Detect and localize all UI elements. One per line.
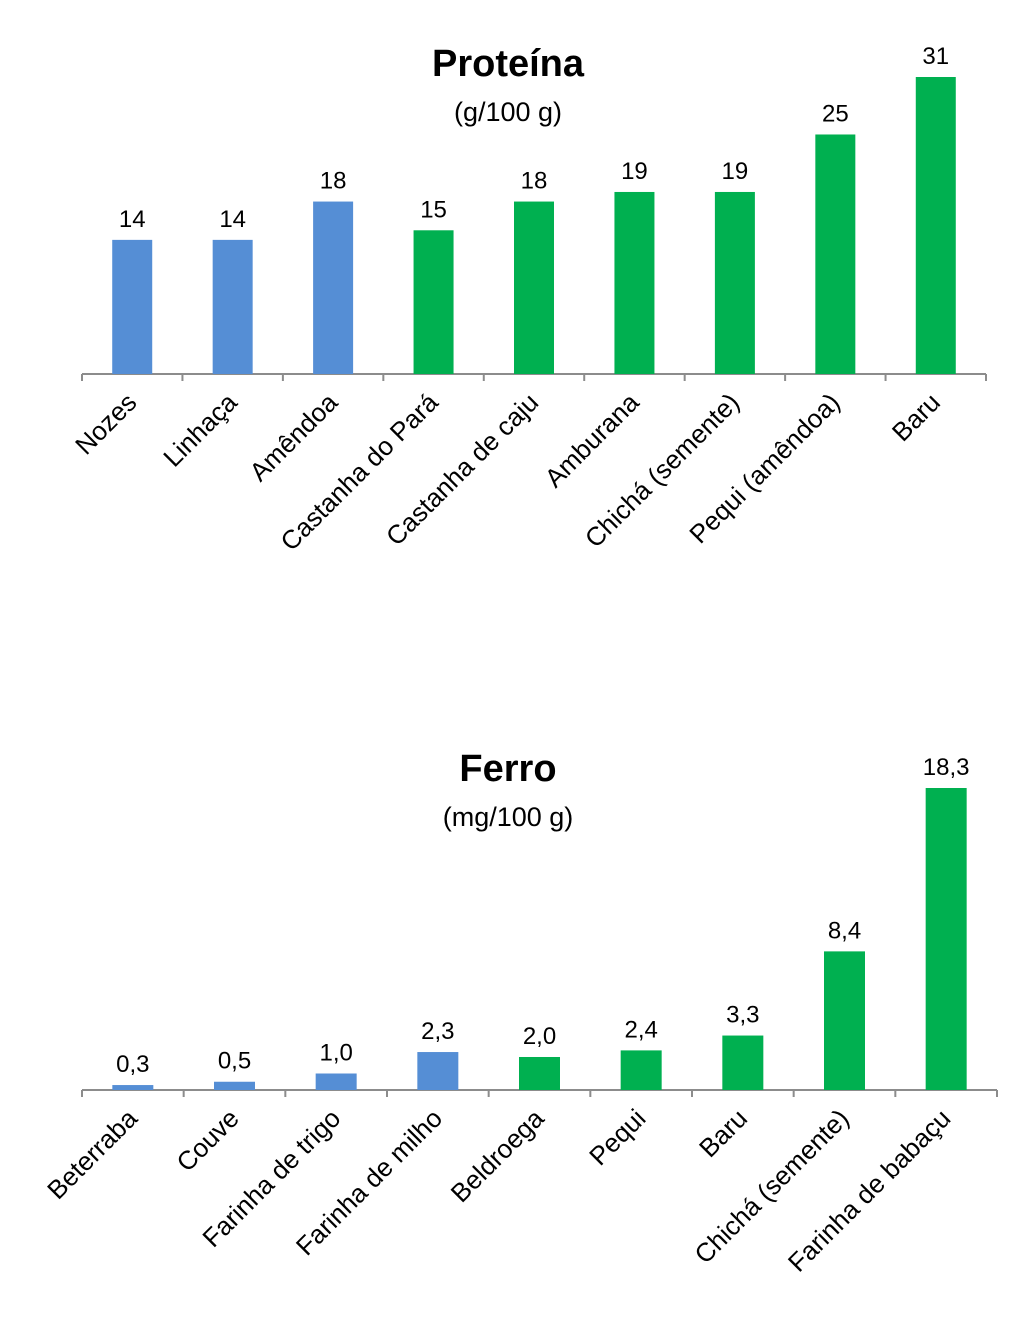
protein-data-label: 18 — [320, 168, 347, 195]
protein-bar — [413, 230, 454, 374]
iron-bar — [925, 788, 967, 1090]
protein-bar — [815, 134, 856, 374]
iron-data-label: 3,3 — [726, 1002, 759, 1029]
iron-chart-subtitle: (mg/100 g) — [443, 802, 574, 832]
iron-data-label: 0,5 — [218, 1048, 251, 1075]
protein-category-label: Baru — [886, 387, 946, 447]
protein-category-label: Amburana — [539, 387, 645, 493]
iron-data-label: 8,4 — [828, 917, 861, 944]
iron-chart: Ferro (mg/100 g) 0,3 Beterraba 0,5 Couve 1,0… — [41, 748, 998, 1278]
iron-data-label: 18,3 — [923, 754, 970, 781]
iron-bar — [722, 1035, 764, 1090]
iron-data-label: 1,0 — [319, 1039, 352, 1066]
protein-bar — [514, 201, 554, 374]
protein-chart-subtitle: (g/100 g) — [454, 97, 562, 127]
iron-category-label: Beldroega — [445, 1103, 550, 1208]
protein-bar — [313, 201, 354, 374]
iron-bar — [620, 1050, 662, 1090]
protein-category-label: Linhaça — [157, 387, 243, 473]
protein-bar — [915, 77, 956, 374]
iron-data-label: 0,3 — [116, 1051, 149, 1078]
protein-data-label: 15 — [420, 196, 447, 223]
iron-bar — [824, 951, 865, 1090]
iron-category-label: Pequi — [583, 1103, 651, 1171]
iron-category-label: Beterraba — [41, 1103, 143, 1205]
protein-bar — [614, 191, 655, 374]
iron-data-label: 2,0 — [523, 1023, 556, 1050]
protein-data-label: 25 — [822, 100, 849, 127]
iron-bar — [417, 1052, 459, 1090]
iron-category-label: Couve — [170, 1103, 244, 1177]
iron-bar — [315, 1073, 357, 1090]
protein-category-label: Amêndoa — [243, 387, 343, 487]
protein-bar — [112, 239, 153, 374]
iron-bar — [112, 1085, 154, 1090]
iron-category-label: Baru — [693, 1103, 753, 1163]
protein-category-label: Nozes — [69, 387, 142, 460]
protein-bar — [714, 191, 755, 374]
protein-data-label: 19 — [722, 158, 749, 185]
protein-data-label: 18 — [521, 168, 548, 195]
iron-bar — [214, 1081, 255, 1090]
iron-chart-title: Ferro — [459, 748, 556, 790]
protein-data-label: 14 — [119, 206, 146, 233]
protein-data-label: 31 — [922, 43, 949, 70]
iron-data-label: 2,4 — [624, 1016, 657, 1043]
protein-bar — [212, 239, 253, 374]
protein-data-label: 14 — [219, 206, 246, 233]
protein-data-label: 19 — [621, 158, 648, 185]
protein-chart: Proteína (g/100 g) 14 Nozes 14 Linhaça 18 Amê… — [69, 43, 987, 556]
iron-data-label: 2,3 — [421, 1018, 454, 1045]
iron-bar — [519, 1056, 560, 1090]
protein-chart-title: Proteína — [432, 43, 585, 85]
